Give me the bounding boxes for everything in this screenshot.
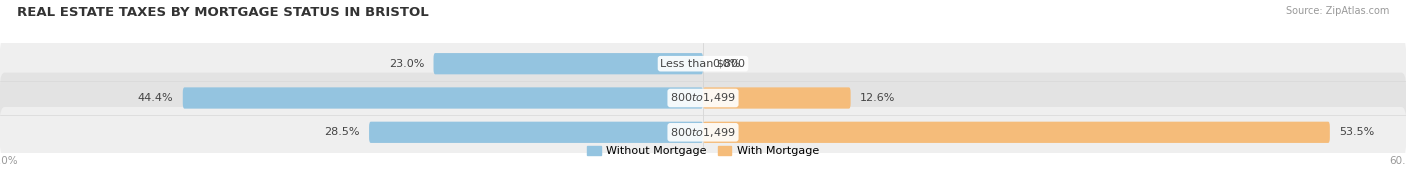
FancyBboxPatch shape [0, 73, 1406, 123]
Text: Source: ZipAtlas.com: Source: ZipAtlas.com [1285, 6, 1389, 16]
Text: 44.4%: 44.4% [138, 93, 173, 103]
FancyBboxPatch shape [0, 38, 1406, 89]
FancyBboxPatch shape [183, 87, 703, 109]
Text: Less than $800: Less than $800 [661, 59, 745, 69]
Text: $800 to $1,499: $800 to $1,499 [671, 92, 735, 104]
Text: REAL ESTATE TAXES BY MORTGAGE STATUS IN BRISTOL: REAL ESTATE TAXES BY MORTGAGE STATUS IN … [17, 6, 429, 19]
Text: 23.0%: 23.0% [389, 59, 425, 69]
FancyBboxPatch shape [368, 122, 703, 143]
Text: 0.0%: 0.0% [713, 59, 741, 69]
FancyBboxPatch shape [433, 53, 703, 74]
Text: 53.5%: 53.5% [1339, 127, 1375, 137]
FancyBboxPatch shape [703, 87, 851, 109]
Text: $800 to $1,499: $800 to $1,499 [671, 126, 735, 139]
FancyBboxPatch shape [703, 122, 1330, 143]
Text: 28.5%: 28.5% [325, 127, 360, 137]
Text: 12.6%: 12.6% [860, 93, 896, 103]
Legend: Without Mortgage, With Mortgage: Without Mortgage, With Mortgage [588, 146, 818, 156]
FancyBboxPatch shape [0, 107, 1406, 158]
